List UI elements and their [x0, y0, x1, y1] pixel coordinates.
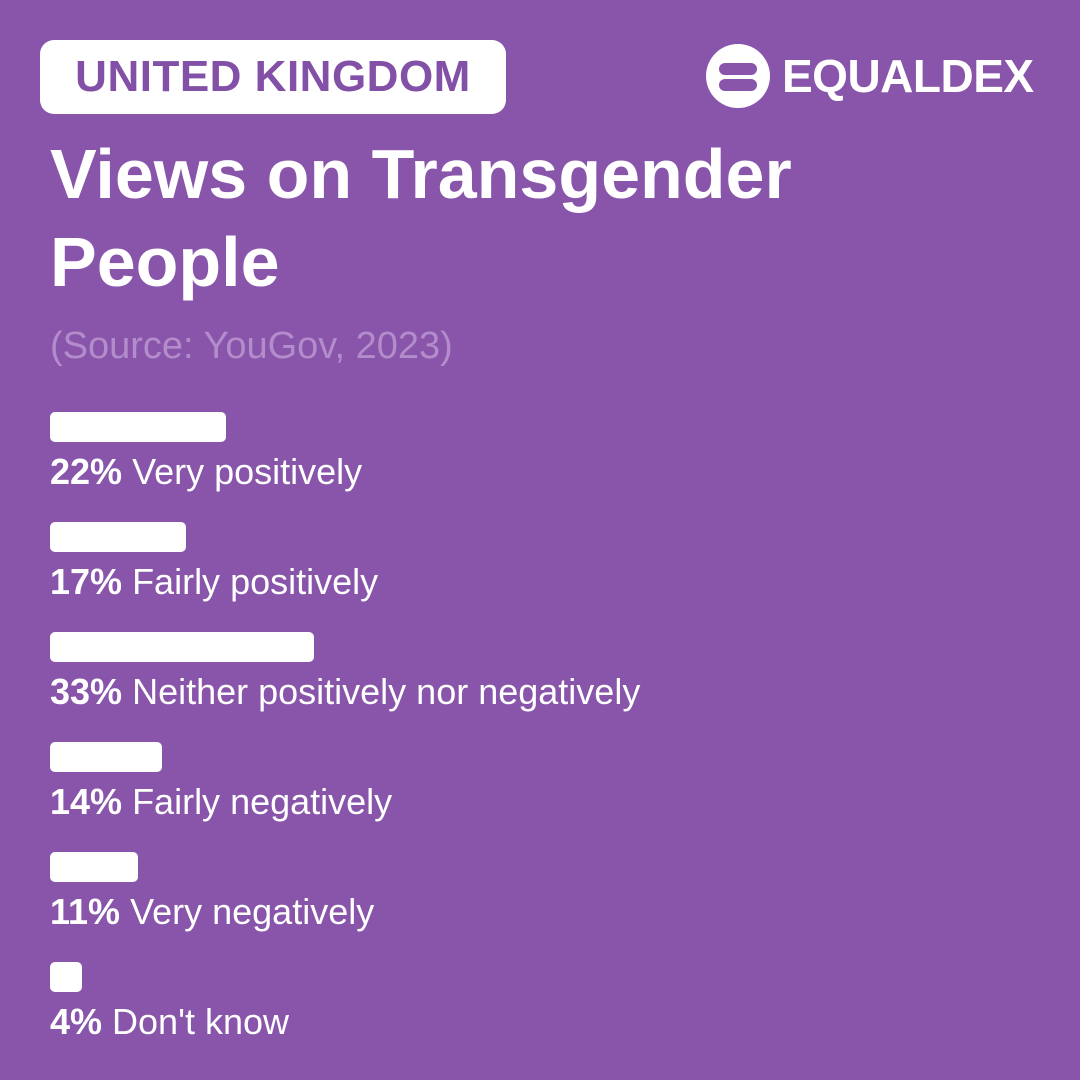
value-label: 17%	[50, 561, 123, 602]
brand-name: EQUALDEX	[782, 50, 1034, 102]
value-label: 22%	[50, 451, 123, 492]
bar	[50, 412, 226, 442]
value-label: 4%	[50, 1001, 103, 1042]
chart-row: 4% Don't know	[50, 962, 1030, 1072]
chart-row: 17% Fairly positively	[50, 522, 1030, 632]
value-label: 14%	[50, 781, 123, 822]
brand-logo: EQUALDEX	[706, 44, 1034, 108]
bar-chart: 22% Very positively 17% Fairly positively…	[50, 412, 1030, 1072]
category-label: Fairly positively	[122, 561, 379, 602]
bar-label: 4% Don't know	[50, 1000, 289, 1044]
bar-label: 14% Fairly negatively	[50, 780, 392, 824]
category-label: Very negatively	[120, 891, 375, 932]
category-label: Fairly negatively	[122, 781, 393, 822]
bar	[50, 632, 314, 662]
bar	[50, 522, 186, 552]
bar-label: 11% Very negatively	[50, 890, 374, 934]
bar	[50, 742, 162, 772]
bar-label: 17% Fairly positively	[50, 560, 378, 604]
chart-title: Views on Transgender People	[50, 135, 792, 301]
country-name: UNITED KINGDOM	[75, 52, 471, 101]
bar-label: 33% Neither positively nor negatively	[50, 670, 640, 714]
chart-row: 22% Very positively	[50, 412, 1030, 522]
source-note: (Source: YouGov, 2023)	[50, 325, 453, 367]
bar	[50, 852, 138, 882]
value-label: 11%	[50, 891, 121, 932]
chart-row: 14% Fairly negatively	[50, 742, 1030, 852]
chart-row: 33% Neither positively nor negatively	[50, 632, 1030, 742]
bar	[50, 962, 82, 992]
value-label: 33%	[50, 671, 123, 712]
category-label: Don't know	[102, 1001, 289, 1042]
chart-row: 11% Very negatively	[50, 852, 1030, 962]
equaldex-logo-icon	[706, 44, 770, 108]
category-label: Neither positively nor negatively	[122, 671, 641, 712]
category-label: Very positively	[122, 451, 363, 492]
country-badge: UNITED KINGDOM	[40, 40, 506, 114]
bar-label: 22% Very positively	[50, 450, 362, 494]
